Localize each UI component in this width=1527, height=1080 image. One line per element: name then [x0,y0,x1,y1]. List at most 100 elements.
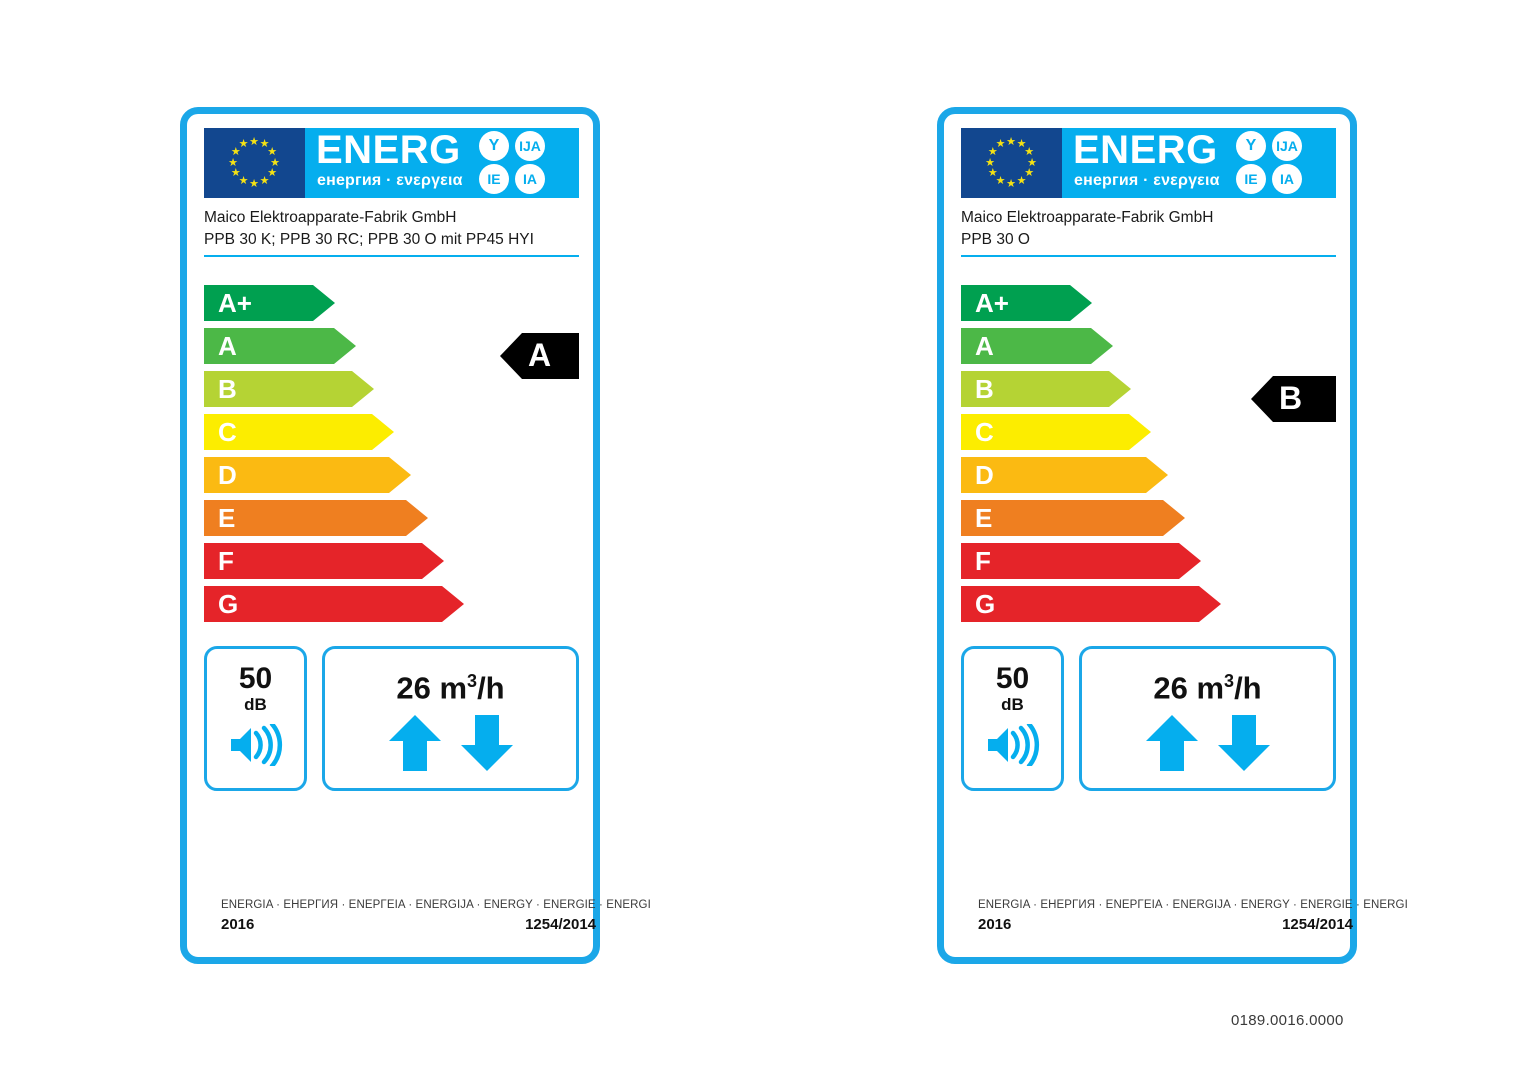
result-rating-letter: B [1279,380,1303,416]
grade-arrow-d [204,457,411,493]
grade-arrow-aplus [204,285,335,321]
grade-letter: A+ [218,288,252,318]
eu-star-icon: ★ [230,167,241,179]
energy-label-card-2: ★ ★ ★ ★ ★ ★ ★ ★ ★ ★ ★ ★ ENERG енергия · ενεργεια Y … [937,107,1408,964]
eu-star-icon: ★ [267,167,278,179]
arrow-up-icon-2 [1145,715,1198,772]
grade-arrow-c [961,414,1151,450]
grade-arrow-b [961,371,1131,407]
grade-arrow-aplus [961,285,1092,321]
eu-star-icon: ★ [259,138,270,151]
grade-row: G [204,586,579,622]
eu-star-icon: ★ [1016,138,1027,151]
bubble-y-1: Y [479,131,509,161]
grade-arrow-a [204,328,356,364]
energ-wordmark-2: ENERG [1073,128,1218,172]
energy-scale-2: A+ A B C D E F G B [961,285,1336,625]
footer-year-2: 2016 [978,916,1012,933]
grade-row: E [204,500,579,536]
noise-box-2: 50 dB [961,646,1064,791]
eu-star-icon: ★ [1024,146,1035,158]
airflow-arrows-1 [325,715,576,772]
bubble-ia-1: IA [515,164,545,194]
grade-arrow-d [961,457,1168,493]
grade-row: B [961,371,1336,407]
noise-unit-1: dB [244,695,267,714]
info-row-2: 50 dB 26 m3/h [961,646,1336,791]
noise-box-1: 50 dB [204,646,307,791]
footer-year-1: 2016 [221,916,255,933]
eu-star-icon: ★ [1027,156,1037,169]
grade-letter: D [218,460,237,490]
footer-languages-1: ENERGIA · ЕНЕРГИЯ · ΕΝΕΡΓΕΙΑ · ENERGIJA … [221,899,651,911]
footer-regulation-2: 1254/2014 [1282,916,1353,933]
footer-2: ENERGIA · ЕНЕРГИЯ · ΕΝΕΡΓΕΙΑ · ENERGIJA … [978,899,1408,933]
grade-letter: G [975,589,996,619]
grade-row: C [204,414,579,450]
grade-letter: B [218,374,237,404]
grade-letter: D [975,460,994,490]
airflow-suffix-2: /h [1234,670,1262,706]
label-2-content: ★ ★ ★ ★ ★ ★ ★ ★ ★ ★ ★ ★ ENERG енергия · ενεργεια Y … [961,128,1408,947]
energ-banner-2: ★ ★ ★ ★ ★ ★ ★ ★ ★ ★ ★ ★ ENERG енергия · ενεργεια Y … [961,128,1336,198]
energ-wordmark-1: ENERG [316,128,461,172]
grade-arrow-c [204,414,394,450]
footer-regulation-1: 1254/2014 [525,916,596,933]
result-rating-letter: A [528,337,552,373]
model-name-2: PPB 30 O [961,231,1030,248]
airflow-number-2: 26 m [1153,670,1225,706]
grade-letter: E [218,503,236,533]
grade-letter: A [218,331,237,361]
bubble-ie-1: IE [479,164,509,194]
eu-star-icon: ★ [1016,174,1027,187]
grade-arrow-e [961,500,1185,536]
grade-arrow-f [961,543,1201,579]
grade-letter: A [975,331,994,361]
grade-arrow-g [961,586,1221,622]
airflow-exponent-2: 3 [1224,671,1235,691]
airflow-value-2: 26 m3/h [1082,664,1333,705]
grade-row: D [961,457,1336,493]
eu-star-icon: ★ [995,138,1006,151]
eu-star-icon: ★ [238,138,249,151]
airflow-box-1: 26 m3/h [322,646,579,791]
divider-1 [204,255,579,257]
grade-arrow-a [961,328,1113,364]
energ-banner-1: ★ ★ ★ ★ ★ ★ ★ ★ ★ ★ ★ ★ ENERG енергия · ενεργεια Y … [204,128,579,198]
eu-star-icon: ★ [249,177,259,190]
grade-arrow-b [204,371,374,407]
bubble-ia-2: IA [1272,164,1302,194]
document-reference-number: 0189.0016.0000 [1231,1012,1344,1029]
noise-value-1: 50 [238,662,273,695]
noise-unit-2: dB [1001,695,1024,714]
supplier-name-1: Maico Elektroapparate-Fabrik GmbH [204,209,457,226]
eu-star-icon: ★ [995,174,1006,187]
grade-arrow-f [204,543,444,579]
grade-row: E [961,500,1336,536]
language-bubbles-2: Y IJA IE IA [1236,131,1332,195]
eu-star-icon: ★ [1006,177,1016,190]
grade-letter: C [218,417,237,447]
arrow-up-icon-1 [388,715,441,772]
eu-star-icon: ★ [267,146,278,158]
grade-letter: A+ [975,288,1009,318]
energy-label-card-1: ★ ★ ★ ★ ★ ★ ★ ★ ★ ★ ★ ★ ENERG енергия · ενεργεια Y … [180,107,651,964]
bubble-y-2: Y [1236,131,1266,161]
grade-row: F [961,543,1336,579]
energy-scale-1: A+ A B C D E F G A [204,285,579,625]
grade-row: A [204,328,579,364]
airflow-number-1: 26 m [396,670,468,706]
bubble-ie-2: IE [1236,164,1266,194]
airflow-arrows-2 [1082,715,1333,772]
speaker-icon-2 [964,724,1061,766]
model-name-1: PPB 30 K; PPB 30 RC; PPB 30 O mit PP45 H… [204,231,534,248]
airflow-value-1: 26 m3/h [325,664,576,705]
grade-row: A+ [961,285,1336,321]
airflow-suffix-1: /h [477,670,505,706]
eu-star-icon: ★ [230,146,241,158]
grade-row: A+ [204,285,579,321]
energ-subtitle-1: енергия · ενεργεια [317,172,463,189]
grade-letter: G [218,589,239,619]
info-row-1: 50 dB 26 m3/h [204,646,579,791]
grade-row: G [961,586,1336,622]
